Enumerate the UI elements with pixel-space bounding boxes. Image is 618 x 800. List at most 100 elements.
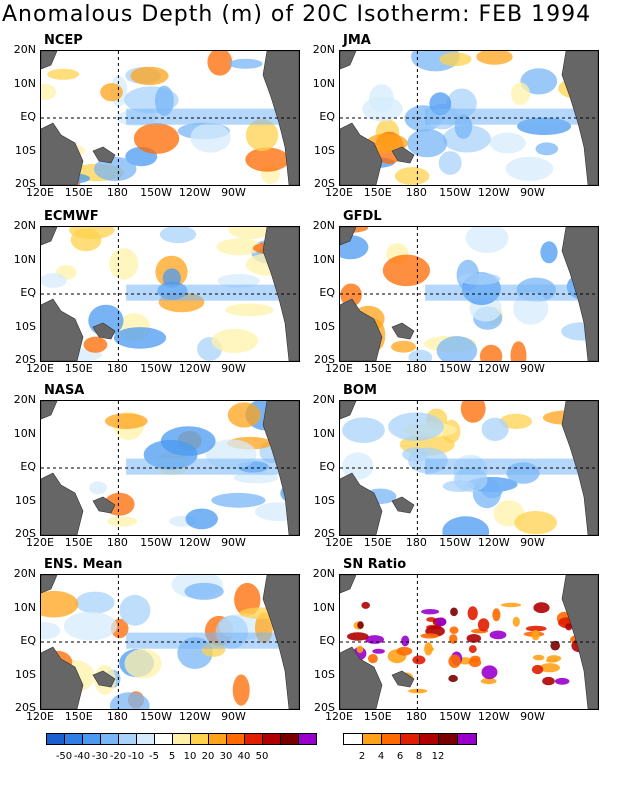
x-tick-label: 150E <box>363 710 392 723</box>
anomaly-contour <box>93 156 137 182</box>
legend-label: 5 <box>168 751 176 762</box>
x-tick-label: 90W <box>520 362 545 375</box>
y-tick-label: 20S <box>15 527 36 540</box>
y-tick-label: 10S <box>15 143 36 157</box>
x-tick-label: 150E <box>363 362 392 375</box>
anomaly-contour <box>436 336 478 361</box>
y-tick-label: 20N <box>13 43 36 56</box>
equatorial-anomaly-band <box>425 108 580 125</box>
y-tick-label: EQ <box>20 286 36 299</box>
x-tick-label: 120W <box>477 362 510 375</box>
legend-swatch <box>298 733 317 745</box>
anomaly-contour <box>510 341 527 361</box>
x-tick-label: 90W <box>520 710 545 723</box>
anomaly-contour <box>565 623 573 631</box>
land-mass <box>92 496 116 514</box>
y-tick-label: 20N <box>13 219 36 232</box>
anomaly-contour <box>388 412 444 441</box>
legend-label: 50 <box>255 751 269 762</box>
ncep-map-panel <box>40 50 300 186</box>
anomaly-contour <box>227 402 261 428</box>
anomaly-contour <box>465 227 509 253</box>
land-mass <box>92 322 116 340</box>
anomaly-contour <box>342 452 374 480</box>
legend-swatch <box>208 733 227 745</box>
jma-map-panel <box>339 50 599 186</box>
anomaly-contour <box>104 413 148 429</box>
anomaly-contour <box>119 594 151 626</box>
land-mass <box>340 472 383 535</box>
legend-label: 10 <box>183 751 197 762</box>
land-mass <box>340 298 383 361</box>
ens-mean-panel-title: ENS. Mean <box>44 557 123 572</box>
legend-swatch <box>244 733 263 745</box>
y-tick-label: 20N <box>13 567 36 580</box>
anomaly-contour <box>481 665 498 680</box>
anomaly-contour <box>109 248 139 280</box>
y-tick-label: 20S <box>15 177 36 190</box>
anomaly-contour <box>245 147 290 172</box>
y-tick-label: 10N <box>13 252 36 266</box>
x-tick-label: 150E <box>64 710 93 723</box>
legend-swatch <box>46 733 65 745</box>
anomaly-contour <box>481 417 509 441</box>
anomaly-contour <box>492 608 501 622</box>
anomaly-contour <box>480 678 497 685</box>
y-tick-label: EQ <box>20 460 36 473</box>
y-tick-label: 10N <box>13 600 36 614</box>
legend-swatch <box>154 733 173 745</box>
y-tick-label: EQ <box>319 286 335 299</box>
legend-label: 2 <box>358 751 366 762</box>
anomaly-contour <box>466 634 482 643</box>
anomaly-contour <box>396 646 413 656</box>
land-mass <box>391 496 415 514</box>
legend-swatch <box>362 733 382 745</box>
x-tick-label: 150E <box>363 536 392 549</box>
x-tick-label: 150W <box>140 710 173 723</box>
anomaly-contour <box>391 340 416 353</box>
land-mass <box>92 146 116 164</box>
anomaly-contour <box>535 142 559 156</box>
anomaly-contour <box>41 590 79 618</box>
figure-title: Anomalous Depth (m) of 20C Isotherm: FEB… <box>2 2 592 27</box>
y-tick-label: 10S <box>15 493 36 507</box>
legend-label: -20 <box>109 751 127 762</box>
x-tick-label: 120W <box>178 710 211 723</box>
anomaly-contour <box>340 283 362 307</box>
legend-swatch <box>136 733 155 745</box>
x-tick-label: 120W <box>477 186 510 199</box>
anomaly-contour <box>512 616 520 627</box>
y-tick-label: 10N <box>312 76 335 90</box>
anomaly-contour <box>520 68 558 95</box>
legend-label: 4 <box>377 751 385 762</box>
x-tick-label: 120W <box>178 536 211 549</box>
land-mass <box>391 146 415 164</box>
ecmwf-panel-title: ECMWF <box>44 209 99 224</box>
legend-swatch <box>419 733 439 745</box>
anomaly-contour <box>211 492 266 508</box>
land-mass <box>340 646 383 709</box>
anomaly-contour <box>477 618 490 632</box>
anomaly-contour <box>500 602 522 608</box>
anomaly-contour <box>408 349 433 361</box>
x-tick-label: 120W <box>477 710 510 723</box>
y-tick-label: 10N <box>312 252 335 266</box>
y-tick-label: 20S <box>15 353 36 366</box>
anomaly-contour <box>438 151 462 175</box>
nasa-panel-title: NASA <box>44 383 85 398</box>
x-tick-label: 120E <box>325 362 353 375</box>
legend-swatch <box>64 733 83 745</box>
x-tick-label: 150W <box>140 536 173 549</box>
y-tick-label: 10S <box>15 667 36 681</box>
anomaly-contour <box>470 655 481 663</box>
legend-label: -10 <box>127 751 145 762</box>
x-tick-label: 90W <box>520 536 545 549</box>
legend-swatch <box>172 733 191 745</box>
y-tick-label: EQ <box>319 460 335 473</box>
x-tick-label: 90W <box>520 186 545 199</box>
anomaly-contour <box>382 254 430 287</box>
anomaly-contour <box>468 645 477 654</box>
anomaly-contour <box>368 653 378 664</box>
anomaly-contour <box>394 167 430 185</box>
anomaly-contour <box>63 611 118 641</box>
